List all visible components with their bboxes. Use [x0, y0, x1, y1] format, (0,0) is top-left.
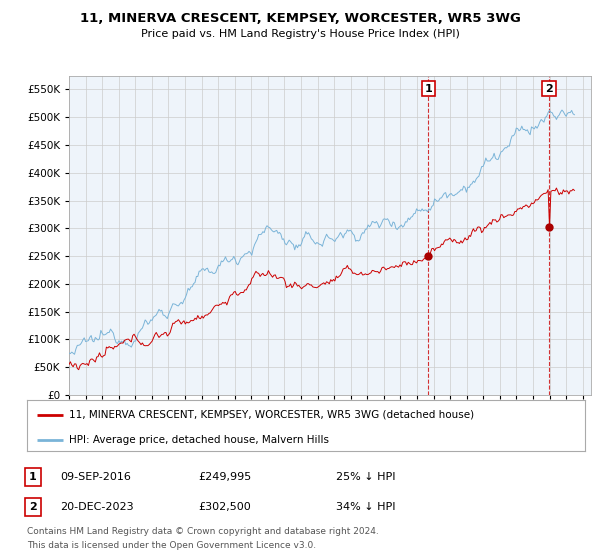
Text: 34% ↓ HPI: 34% ↓ HPI	[336, 502, 395, 512]
Text: Contains HM Land Registry data © Crown copyright and database right 2024.: Contains HM Land Registry data © Crown c…	[27, 527, 379, 536]
Text: 11, MINERVA CRESCENT, KEMPSEY, WORCESTER, WR5 3WG (detached house): 11, MINERVA CRESCENT, KEMPSEY, WORCESTER…	[69, 409, 474, 419]
Text: Price paid vs. HM Land Registry's House Price Index (HPI): Price paid vs. HM Land Registry's House …	[140, 29, 460, 39]
Text: 1: 1	[425, 83, 433, 94]
Text: 1: 1	[29, 472, 37, 482]
Text: 2: 2	[29, 502, 37, 512]
Text: £302,500: £302,500	[198, 502, 251, 512]
Text: 11, MINERVA CRESCENT, KEMPSEY, WORCESTER, WR5 3WG: 11, MINERVA CRESCENT, KEMPSEY, WORCESTER…	[80, 12, 520, 25]
Text: 09-SEP-2016: 09-SEP-2016	[60, 472, 131, 482]
Text: HPI: Average price, detached house, Malvern Hills: HPI: Average price, detached house, Malv…	[69, 435, 329, 445]
Text: 25% ↓ HPI: 25% ↓ HPI	[336, 472, 395, 482]
Text: 20-DEC-2023: 20-DEC-2023	[60, 502, 134, 512]
Text: This data is licensed under the Open Government Licence v3.0.: This data is licensed under the Open Gov…	[27, 541, 316, 550]
Text: £249,995: £249,995	[198, 472, 251, 482]
Text: 2: 2	[545, 83, 553, 94]
